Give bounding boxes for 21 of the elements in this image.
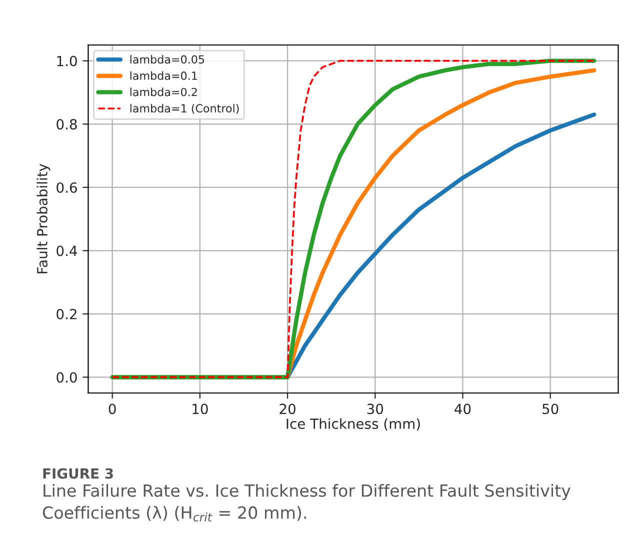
x-tick-label: 50: [542, 404, 558, 414]
text: Line Failure Rate vs. Ice Thickness for Different Fault Sensitivity: [44, 484, 570, 500]
x-tick-label: 20: [280, 404, 296, 414]
legend-label: lambda=1 (Control): [130, 104, 239, 114]
x-tick-label: 0: [108, 404, 116, 414]
y-tick-label: 1.0: [57, 56, 77, 66]
x-tick-label: 30: [367, 404, 384, 414]
y-tick-label: 0.6: [56, 182, 77, 193]
y-tick-label: 0.4: [56, 246, 78, 256]
x-tick-label: 10: [192, 404, 208, 414]
legend-label: lambda=0.2: [130, 88, 197, 96]
y-tick-label: 0.0: [56, 372, 77, 383]
x-tick-label: 40: [454, 404, 471, 414]
y-axis-title: Fault Probability: [36, 164, 50, 274]
y-tick-label: 0.2: [56, 308, 76, 320]
caption: FIGURE 3: [43, 468, 113, 479]
legend-label: lambda=0.05: [130, 55, 204, 64]
legend-label: lambda=0.1: [130, 71, 197, 80]
text: Coefficients (λ) (H$_{crit}$ = 20 mm).: [42, 506, 306, 522]
x-axis-title: Ice Thickness (mm): [286, 418, 420, 431]
y-tick-label: 0.8: [56, 119, 77, 130]
